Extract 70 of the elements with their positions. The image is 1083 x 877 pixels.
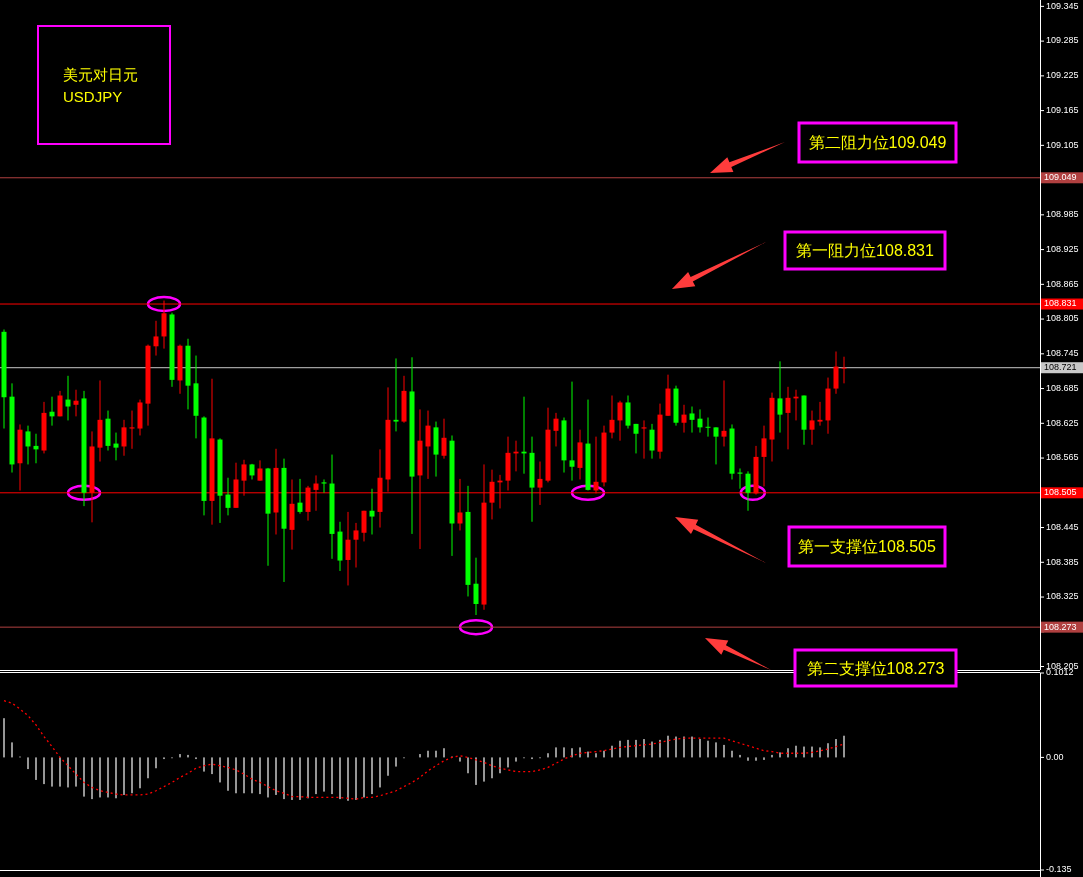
candlestick (153, 320, 159, 357)
y-tick-label: 108.625 (1046, 417, 1079, 428)
y-tick-label: 108.325 (1046, 591, 1079, 602)
candlestick (569, 381, 575, 482)
candlestick (721, 379, 727, 447)
candlestick (649, 423, 655, 460)
candlestick (761, 425, 767, 487)
candlestick (705, 417, 711, 438)
y-tick-label: 108.385 (1046, 556, 1079, 567)
candlestick (641, 419, 647, 460)
candlestick (745, 470, 751, 512)
candlestick (129, 410, 135, 450)
annotation: 第一阻力位108.831 (796, 242, 935, 259)
candlestick (817, 401, 823, 427)
y-tick-label: 108.805 (1046, 313, 1079, 324)
candlestick (809, 410, 815, 446)
y-tick-label: 0.00 (1046, 751, 1064, 762)
candlestick (25, 425, 31, 465)
candlestick (617, 400, 623, 442)
y-tick-label: 108.565 (1046, 452, 1079, 463)
annotation: 第一支撑位108.505 (798, 538, 937, 555)
candlestick (425, 410, 431, 480)
candlestick (713, 426, 719, 465)
y-tick-label: 109.225 (1046, 70, 1079, 81)
ref-line-label: 108.505 (1044, 487, 1077, 498)
candlestick (121, 419, 127, 457)
y-tick-label: 109.105 (1046, 139, 1079, 150)
candlestick (353, 522, 359, 568)
annotation: 第二支撑位108.273 (806, 659, 945, 677)
candlestick (681, 404, 687, 434)
candlestick (321, 478, 327, 494)
candlestick (609, 395, 615, 439)
candlestick (225, 477, 231, 516)
y-tick-label: 109.345 (1046, 0, 1079, 11)
candlestick (633, 423, 639, 454)
y-tick-label: 108.745 (1046, 348, 1079, 359)
candlestick (833, 351, 839, 395)
candlestick (841, 356, 847, 384)
y-tick-label: 108.985 (1046, 209, 1079, 220)
candlestick (361, 510, 367, 542)
annotation: 第二阻力位109.049 (808, 134, 947, 151)
candlestick (345, 511, 351, 586)
candlestick (369, 488, 375, 535)
y-tick-label: 109.165 (1046, 104, 1079, 115)
candlestick (257, 459, 263, 482)
candlestick (393, 357, 399, 432)
candlestick (441, 418, 447, 460)
y-tick-label: 108.685 (1046, 382, 1079, 393)
candlestick (65, 375, 71, 421)
ref-line-label: 108.831 (1044, 298, 1077, 309)
candlestick (553, 412, 559, 447)
candlestick (473, 557, 479, 616)
candlestick (57, 390, 63, 417)
ref-line-label: 108.721 (1044, 362, 1077, 373)
candlestick (697, 408, 703, 434)
y-tick-label: -0.135 (1046, 864, 1072, 875)
candlestick (625, 395, 631, 430)
ref-line-label: 109.049 (1044, 172, 1077, 183)
candlestick (785, 386, 791, 450)
y-tick-label: 108.925 (1046, 243, 1079, 254)
candlestick (689, 406, 695, 434)
y-tick-label: 109.285 (1046, 35, 1079, 46)
ref-line-label: 108.273 (1044, 621, 1077, 632)
y-tick-label: 108.865 (1046, 278, 1079, 289)
title-box: 美元对日元 USDJPY (37, 25, 171, 145)
candlestick (73, 389, 79, 417)
candlestick (113, 432, 119, 461)
y-tick-label: 108.445 (1046, 521, 1079, 532)
candlestick (297, 478, 303, 515)
candlestick (777, 360, 783, 434)
